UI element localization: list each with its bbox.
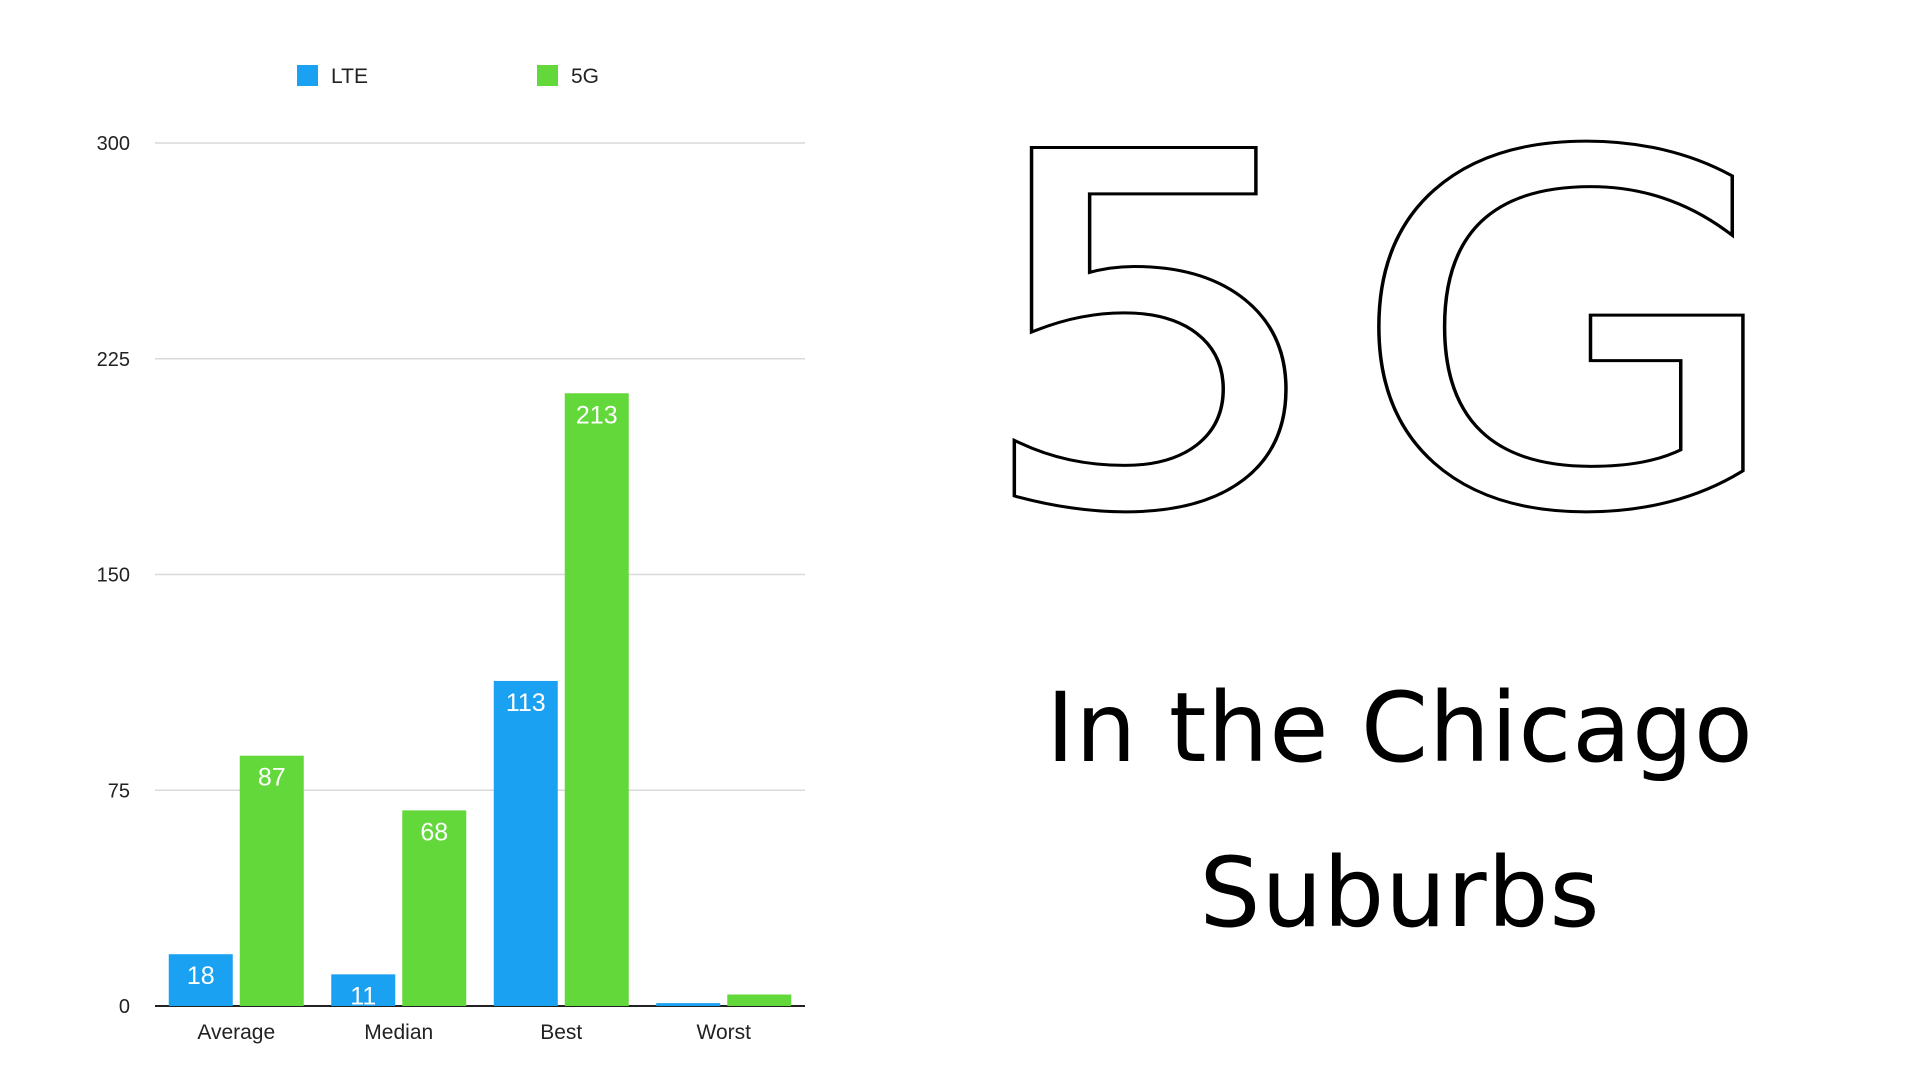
bar-chart: 0 75 150 225 300 18 87 11 68 113 213 Average Media… — [97, 65, 805, 1044]
bar-5g-worst — [727, 994, 792, 1006]
bar-value-label: 213 — [576, 401, 618, 429]
bar-5g-best — [564, 393, 629, 1006]
y-tick-label: 0 — [119, 996, 130, 1018]
bar-lte-best — [493, 680, 558, 1006]
x-axis-categories: Average Median Best Worst — [197, 1021, 751, 1044]
x-category-label: Average — [197, 1021, 275, 1044]
bar-value-label: 87 — [258, 764, 286, 792]
headline-5g-inner-outline: 5G — [973, 55, 1806, 617]
legend-label-5g: 5G — [571, 65, 599, 88]
bar-value-label: 68 — [420, 818, 448, 846]
headline-5g-text: 5G — [969, 55, 1806, 617]
bar-lte-median — [331, 974, 396, 1006]
x-category-label: Worst — [697, 1021, 752, 1044]
x-category-label: Best — [540, 1021, 582, 1044]
legend-swatch-lte — [297, 65, 318, 86]
y-tick-label: 150 — [97, 565, 130, 587]
subtitle-line-1: In the Chicago — [1046, 672, 1754, 784]
y-tick-label: 300 — [97, 133, 130, 155]
legend: LTE 5G — [297, 65, 599, 88]
bars: 18 87 11 68 113 213 — [168, 393, 792, 1010]
y-axis-ticks: 0 75 150 225 300 — [97, 133, 130, 1018]
bar-value-label: 18 — [187, 962, 215, 990]
y-tick-label: 225 — [97, 349, 130, 371]
bar-5g-average — [239, 755, 304, 1006]
legend-swatch-5g — [537, 65, 558, 86]
legend-label-lte: LTE — [331, 65, 368, 88]
bar-5g-median — [402, 810, 467, 1006]
headline-5g: 5G 5G — [950, 55, 1830, 617]
subtitle-line-2: Suburbs — [1199, 837, 1601, 949]
bar-lte-average — [168, 954, 233, 1006]
x-category-label: Median — [364, 1021, 433, 1044]
bar-lte-worst — [656, 1003, 721, 1006]
bar-value-label: 113 — [506, 689, 546, 717]
y-tick-label: 75 — [108, 780, 130, 802]
bar-value-label: 11 — [350, 982, 376, 1010]
